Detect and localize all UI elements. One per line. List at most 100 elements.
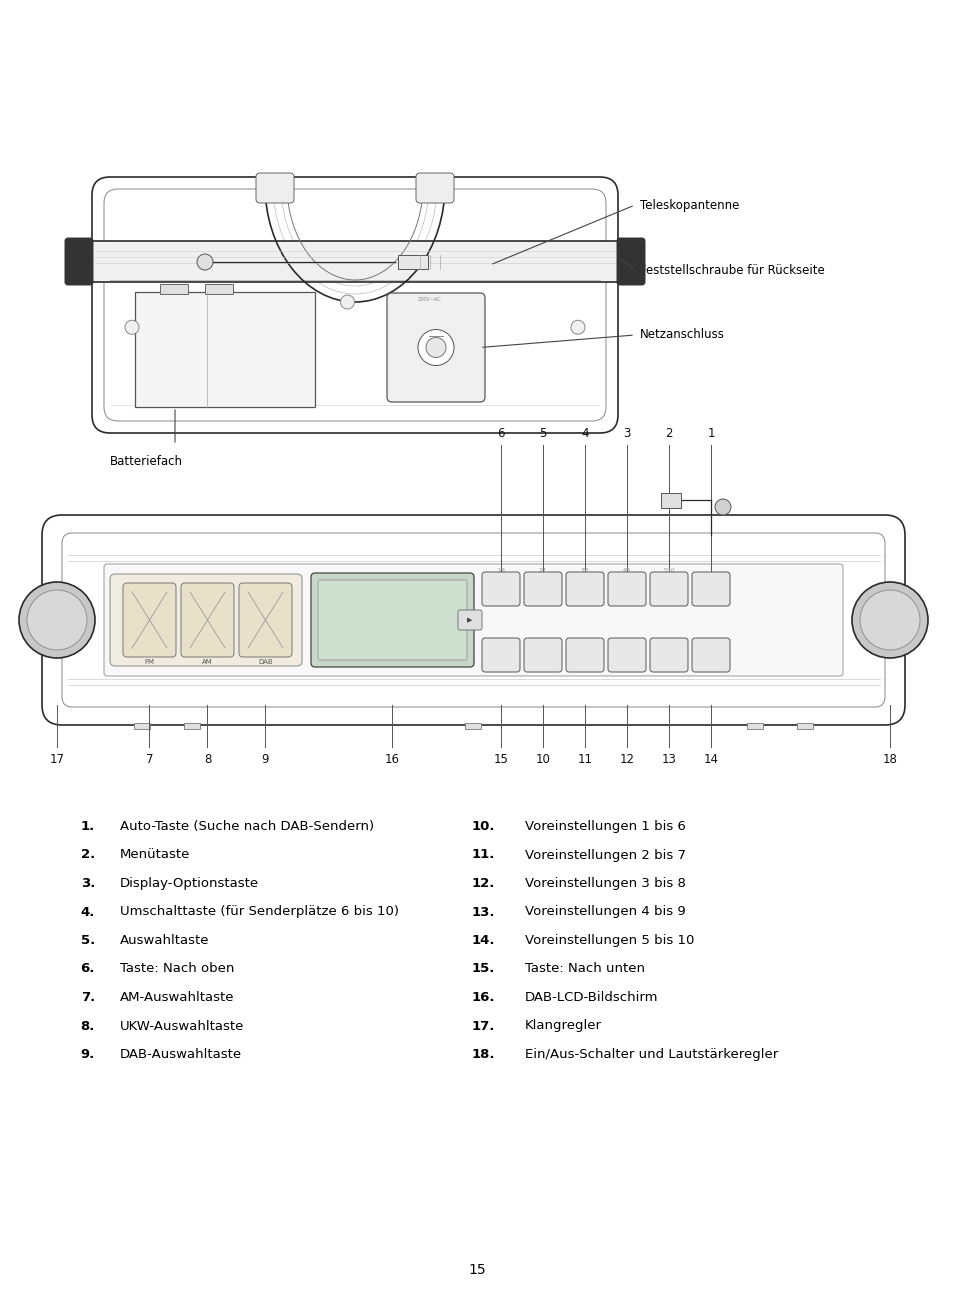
- Text: Taste: Nach unten: Taste: Nach unten: [524, 963, 644, 976]
- Text: 8: 8: [204, 753, 211, 766]
- FancyBboxPatch shape: [62, 533, 884, 707]
- Bar: [135, 292, 314, 407]
- Text: 4/9: 4/9: [622, 569, 630, 572]
- FancyBboxPatch shape: [104, 189, 605, 421]
- FancyBboxPatch shape: [311, 572, 474, 667]
- Text: Klangregler: Klangregler: [524, 1019, 601, 1032]
- FancyBboxPatch shape: [42, 515, 904, 724]
- FancyBboxPatch shape: [481, 572, 519, 607]
- Text: Taste: Nach oben: Taste: Nach oben: [120, 963, 234, 976]
- Text: FM: FM: [144, 659, 154, 665]
- Text: 12: 12: [618, 753, 634, 766]
- Circle shape: [196, 254, 213, 270]
- FancyBboxPatch shape: [565, 572, 603, 607]
- Text: 9: 9: [261, 753, 269, 766]
- Bar: [205, 284, 233, 293]
- Text: DAB-LCD-Bildschirm: DAB-LCD-Bildschirm: [524, 990, 658, 1003]
- Text: 2.: 2.: [81, 849, 95, 862]
- Text: Auswahltaste: Auswahltaste: [120, 934, 210, 947]
- Text: 18: 18: [882, 753, 897, 766]
- FancyBboxPatch shape: [239, 583, 292, 658]
- Text: 14: 14: [702, 753, 718, 766]
- FancyBboxPatch shape: [104, 565, 842, 676]
- Text: 5.: 5.: [81, 934, 95, 947]
- Text: Voreinstellungen 2 bis 7: Voreinstellungen 2 bis 7: [524, 849, 685, 862]
- Text: DAB-Auswahltaste: DAB-Auswahltaste: [120, 1048, 242, 1061]
- Text: Voreinstellungen 4 bis 9: Voreinstellungen 4 bis 9: [524, 905, 685, 918]
- Text: 13.: 13.: [471, 905, 495, 918]
- Text: Voreinstellungen 3 bis 8: Voreinstellungen 3 bis 8: [524, 876, 685, 889]
- FancyBboxPatch shape: [607, 572, 645, 607]
- Text: 12.: 12.: [471, 876, 495, 889]
- Text: 1: 1: [706, 427, 714, 440]
- Text: 14.: 14.: [471, 934, 495, 947]
- Circle shape: [714, 499, 730, 515]
- Text: Ein/Aus-Schalter und Lautstärkeregler: Ein/Aus-Schalter und Lautstärkeregler: [524, 1048, 778, 1061]
- FancyBboxPatch shape: [607, 638, 645, 672]
- Text: 5/10: 5/10: [662, 569, 674, 572]
- Circle shape: [571, 320, 584, 334]
- FancyBboxPatch shape: [617, 238, 644, 286]
- Circle shape: [340, 295, 355, 309]
- Text: 3/8: 3/8: [580, 569, 588, 572]
- Text: 230V~AC: 230V~AC: [417, 297, 441, 303]
- FancyBboxPatch shape: [649, 572, 687, 607]
- Text: 16.: 16.: [471, 990, 495, 1003]
- Text: 5: 5: [538, 427, 546, 440]
- Text: 1.: 1.: [81, 820, 95, 833]
- FancyBboxPatch shape: [691, 638, 729, 672]
- Text: 3: 3: [622, 427, 630, 440]
- Text: Netzanschluss: Netzanschluss: [639, 329, 724, 342]
- FancyBboxPatch shape: [457, 610, 481, 630]
- Text: 7: 7: [146, 753, 153, 766]
- Text: 11: 11: [577, 753, 592, 766]
- Bar: [184, 723, 200, 728]
- Text: 8.: 8.: [81, 1019, 95, 1032]
- FancyBboxPatch shape: [123, 583, 175, 658]
- FancyBboxPatch shape: [317, 580, 467, 660]
- Text: 6.: 6.: [81, 963, 95, 976]
- FancyBboxPatch shape: [691, 572, 729, 607]
- Text: AM-Auswahltaste: AM-Auswahltaste: [120, 990, 234, 1003]
- Text: 13: 13: [660, 753, 676, 766]
- Text: 7.: 7.: [81, 990, 95, 1003]
- Text: 1/6: 1/6: [497, 569, 504, 572]
- Text: 11.: 11.: [471, 849, 495, 862]
- Circle shape: [125, 320, 139, 334]
- Text: 3.: 3.: [81, 876, 95, 889]
- FancyBboxPatch shape: [565, 638, 603, 672]
- Text: ▶: ▶: [467, 617, 472, 624]
- FancyBboxPatch shape: [649, 638, 687, 672]
- Text: 16: 16: [385, 753, 399, 766]
- Text: 6: 6: [497, 427, 504, 440]
- Text: 18.: 18.: [471, 1048, 495, 1061]
- FancyBboxPatch shape: [91, 177, 618, 434]
- Text: Teleskopantenne: Teleskopantenne: [639, 199, 739, 211]
- Text: 4: 4: [580, 427, 588, 440]
- Text: 9.: 9.: [81, 1048, 95, 1061]
- Text: AM: AM: [202, 659, 213, 665]
- Text: 10: 10: [535, 753, 550, 766]
- FancyBboxPatch shape: [86, 241, 623, 282]
- Text: UKW-Auswahltaste: UKW-Auswahltaste: [120, 1019, 244, 1032]
- Circle shape: [19, 582, 95, 658]
- Text: Feststellschraube für Rückseite: Feststellschraube für Rückseite: [639, 263, 824, 276]
- Text: 4.: 4.: [81, 905, 95, 918]
- Bar: [160, 284, 188, 293]
- Text: 15: 15: [493, 753, 508, 766]
- Bar: [465, 723, 481, 728]
- FancyBboxPatch shape: [387, 293, 484, 402]
- FancyBboxPatch shape: [255, 173, 294, 203]
- Text: 15: 15: [468, 1263, 485, 1277]
- FancyBboxPatch shape: [523, 572, 561, 607]
- Text: Auto-Taste (Suche nach DAB-Sendern): Auto-Taste (Suche nach DAB-Sendern): [120, 820, 374, 833]
- Text: 15.: 15.: [471, 963, 495, 976]
- Text: 2: 2: [664, 427, 672, 440]
- Text: Umschalttaste (für Senderplätze 6 bis 10): Umschalttaste (für Senderplätze 6 bis 10…: [120, 905, 398, 918]
- FancyBboxPatch shape: [65, 238, 92, 286]
- Text: Display-Optionstaste: Display-Optionstaste: [120, 876, 259, 889]
- Text: 17.: 17.: [471, 1019, 495, 1032]
- Circle shape: [27, 590, 87, 650]
- Text: Menütaste: Menütaste: [120, 849, 191, 862]
- FancyBboxPatch shape: [523, 638, 561, 672]
